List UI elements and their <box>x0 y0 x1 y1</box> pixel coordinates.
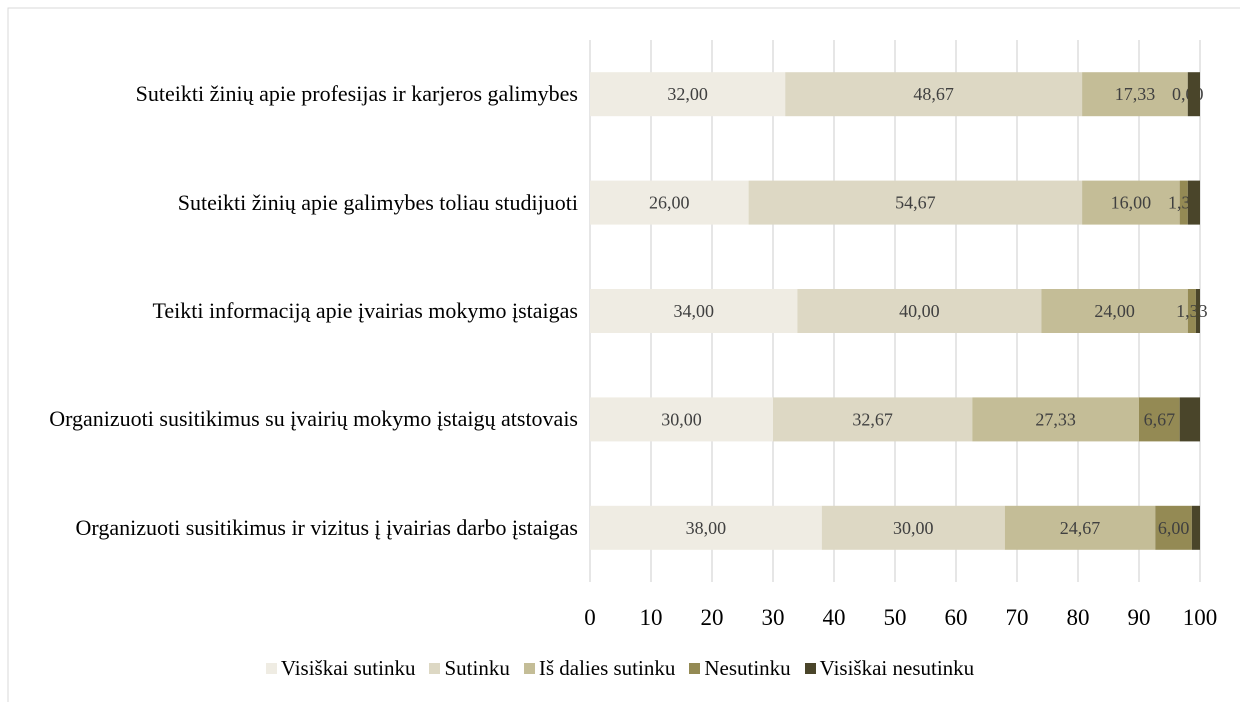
bar-segment <box>1195 289 1200 333</box>
data-label: 34,00 <box>673 301 714 321</box>
data-label: 24,00 <box>1094 301 1135 321</box>
x-tick-label: 80 <box>1067 605 1090 630</box>
legend-item: Sutinku <box>429 656 510 681</box>
x-tick-label: 0 <box>584 605 596 630</box>
bar-segment <box>1187 72 1200 117</box>
bar-segment <box>1041 289 1188 333</box>
bar-segment <box>1179 180 1188 225</box>
legend-item: Visiškai sutinku <box>265 656 416 681</box>
bar-segment <box>773 397 973 442</box>
legend-swatch <box>804 663 816 674</box>
x-tick-label: 10 <box>640 605 663 630</box>
bar-segment <box>590 397 773 442</box>
legend: Visiškai sutinku Sutinku Iš dalies sutinku… <box>0 656 1240 681</box>
bar-segment <box>785 72 1083 117</box>
bar-segment <box>1187 180 1200 225</box>
bar-segment <box>590 72 786 117</box>
x-tick-label: 40 <box>823 605 846 630</box>
data-label: 17,33 <box>1115 84 1156 104</box>
data-label: 54,67 <box>895 193 936 213</box>
bar-segment <box>1179 397 1200 442</box>
bar-segment <box>1082 180 1180 225</box>
x-tick-label: 60 <box>945 605 968 630</box>
data-label: 30,00 <box>661 409 702 429</box>
data-label: 16,00 <box>1111 193 1152 213</box>
category-label: Organizuoti susitikimus su įvairių mokym… <box>49 406 578 432</box>
legend-label: Sutinku <box>444 656 510 680</box>
bar-segment <box>1004 505 1156 550</box>
bar-segment <box>1082 72 1188 117</box>
legend-swatch <box>265 663 277 674</box>
bar-segment <box>797 289 1042 333</box>
data-label: 6,00 <box>1158 518 1190 538</box>
data-label: 30,00 <box>893 518 934 538</box>
data-label: 40,00 <box>899 301 940 321</box>
legend-label: Nesutinku <box>704 656 791 680</box>
legend-swatch <box>523 663 535 674</box>
bar-segment <box>590 505 822 550</box>
data-label: 32,67 <box>852 409 893 429</box>
bar-segment <box>1155 505 1192 550</box>
data-label: 38,00 <box>686 518 727 538</box>
legend-label: Iš dalies sutinku <box>538 656 676 680</box>
data-label: 48,67 <box>913 84 954 104</box>
legend-swatch <box>429 663 441 674</box>
data-label: 1,33 <box>1176 301 1208 321</box>
category-label: Suteikti žinių apie profesijas ir karjer… <box>135 81 578 107</box>
x-tick-label: 90 <box>1128 605 1151 630</box>
x-tick-label: 30 <box>762 605 785 630</box>
legend-item: Nesutinku <box>689 656 791 681</box>
bar-segment <box>1191 505 1200 550</box>
category-label: Suteikti žinių apie galimybes toliau stu… <box>177 189 578 215</box>
x-tick-label: 100 <box>1183 605 1218 630</box>
bar-segment <box>972 397 1139 442</box>
data-label: 32,00 <box>667 84 708 104</box>
legend-swatch <box>689 663 701 674</box>
bar-segment <box>748 180 1083 225</box>
bar-segment <box>590 289 798 333</box>
chart-border <box>7 7 1240 702</box>
x-tick-label: 70 <box>1006 605 1029 630</box>
bar-segment <box>1187 289 1196 333</box>
data-label: 24,67 <box>1060 518 1101 538</box>
data-label: 27,33 <box>1035 409 1076 429</box>
legend-label: Visiškai sutinku <box>280 656 416 680</box>
bar-segment <box>1139 397 1180 442</box>
legend-item: Visiškai nesutinku <box>804 656 975 681</box>
bar-segment <box>590 180 749 225</box>
category-label: Teikti informaciją apie įvairias mokymo … <box>152 298 578 323</box>
x-tick-label: 50 <box>884 605 907 630</box>
x-tick-label: 20 <box>701 605 724 630</box>
data-label: 6,67 <box>1144 409 1176 429</box>
legend-item: Iš dalies sutinku <box>523 656 676 681</box>
legend-label: Visiškai nesutinku <box>819 656 975 680</box>
category-label: Organizuoti susitikimus ir vizitus į įva… <box>75 514 578 540</box>
bar-segment <box>821 505 1005 550</box>
data-label: 26,00 <box>649 193 690 213</box>
